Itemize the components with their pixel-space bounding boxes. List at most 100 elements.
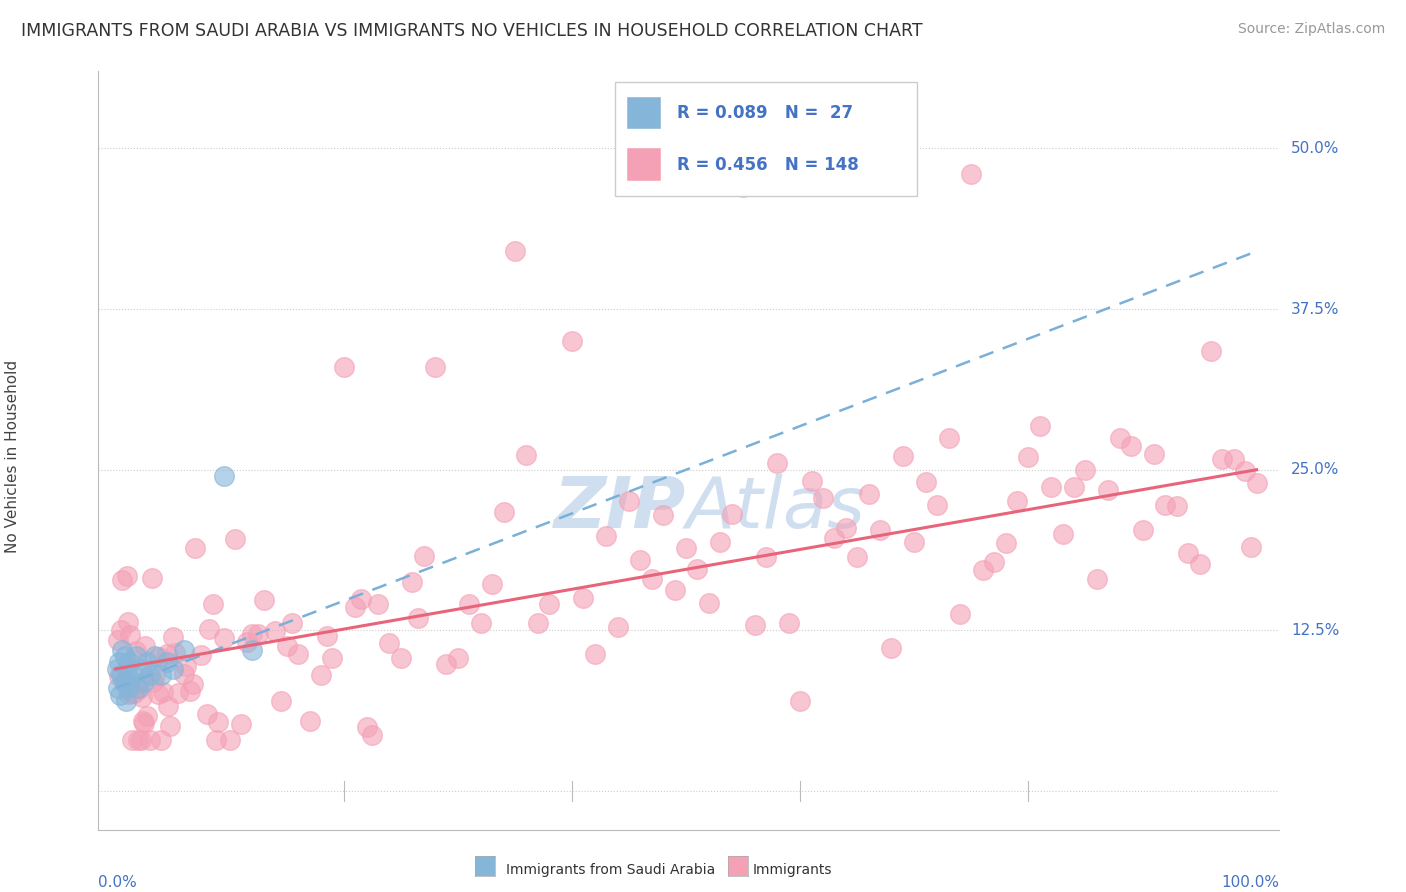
Text: Atlas: Atlas — [686, 474, 866, 543]
Point — [110, 624, 132, 638]
Point — [184, 541, 207, 555]
Point — [181, 677, 204, 691]
Point — [156, 647, 179, 661]
Point — [118, 687, 141, 701]
Point — [110, 668, 132, 682]
Point — [111, 642, 134, 657]
Text: Immigrants from Saudi Arabia: Immigrants from Saudi Arabia — [506, 863, 716, 877]
Point — [121, 686, 143, 700]
Point — [114, 694, 136, 708]
Point — [242, 642, 264, 657]
Text: 37.5%: 37.5% — [1291, 301, 1340, 317]
Point — [1188, 558, 1211, 572]
Point — [150, 732, 173, 747]
Point — [1154, 498, 1177, 512]
Point — [157, 699, 180, 714]
Point — [914, 475, 936, 489]
Point — [1074, 463, 1097, 477]
Point — [367, 598, 389, 612]
Point — [129, 732, 152, 747]
Point — [146, 687, 169, 701]
Point — [167, 686, 190, 700]
Point — [121, 668, 143, 682]
Point — [378, 636, 401, 650]
Point — [470, 616, 492, 631]
Point — [1017, 450, 1039, 464]
Point — [869, 523, 891, 537]
Point — [858, 487, 880, 501]
Point — [938, 431, 960, 445]
Point — [114, 673, 136, 688]
Point — [134, 639, 156, 653]
Point — [129, 662, 152, 676]
Point — [321, 650, 343, 665]
Point — [156, 656, 179, 670]
Point — [733, 180, 755, 194]
Point — [766, 456, 789, 470]
Point — [515, 448, 537, 462]
Point — [606, 619, 628, 633]
Point — [709, 535, 731, 549]
Point — [298, 714, 321, 728]
Point — [332, 359, 354, 374]
Text: 12.5%: 12.5% — [1291, 623, 1340, 638]
Text: 50.0%: 50.0% — [1291, 141, 1340, 156]
Point — [983, 555, 1005, 569]
Point — [903, 535, 925, 549]
Point — [823, 532, 845, 546]
Point — [159, 719, 181, 733]
Point — [927, 498, 949, 512]
Point — [201, 598, 224, 612]
Point — [132, 714, 155, 729]
Point — [778, 615, 800, 630]
Point — [744, 618, 766, 632]
Point — [148, 650, 170, 665]
Point — [526, 615, 548, 630]
Point — [108, 688, 131, 702]
Point — [720, 508, 742, 522]
Text: ZIP: ZIP — [554, 474, 686, 543]
Point — [152, 685, 174, 699]
Text: 0.0%: 0.0% — [98, 874, 138, 889]
Point — [789, 694, 811, 708]
Point — [139, 668, 162, 682]
Point — [1143, 447, 1166, 461]
Point — [1063, 479, 1085, 493]
Point — [173, 642, 195, 657]
Point — [481, 577, 503, 591]
Point — [107, 681, 129, 696]
Point — [132, 715, 155, 730]
Point — [630, 553, 652, 567]
Point — [247, 627, 270, 641]
Point — [389, 651, 412, 665]
Point — [309, 667, 332, 681]
Point — [162, 662, 184, 676]
Point — [1199, 344, 1222, 359]
Point — [406, 610, 429, 624]
Point — [270, 694, 292, 708]
Point — [121, 732, 143, 747]
Point — [356, 720, 378, 734]
Point — [205, 732, 228, 747]
Point — [350, 591, 373, 606]
Point — [561, 334, 583, 349]
Text: R = 0.089   N =  27: R = 0.089 N = 27 — [676, 104, 853, 122]
Point — [960, 167, 983, 181]
Point — [117, 615, 139, 630]
Point — [145, 649, 167, 664]
Point — [150, 668, 173, 682]
Point — [447, 650, 470, 665]
Point — [492, 505, 515, 519]
Point — [229, 716, 252, 731]
Point — [242, 626, 264, 640]
Point — [401, 574, 423, 589]
Point — [115, 568, 138, 582]
Point — [572, 591, 595, 606]
Point — [800, 475, 823, 489]
Point — [1119, 439, 1142, 453]
Point — [1108, 431, 1130, 445]
Point — [315, 629, 337, 643]
Point — [131, 690, 153, 704]
Text: No Vehicles in Household: No Vehicles in Household — [6, 360, 20, 553]
Point — [224, 532, 246, 546]
